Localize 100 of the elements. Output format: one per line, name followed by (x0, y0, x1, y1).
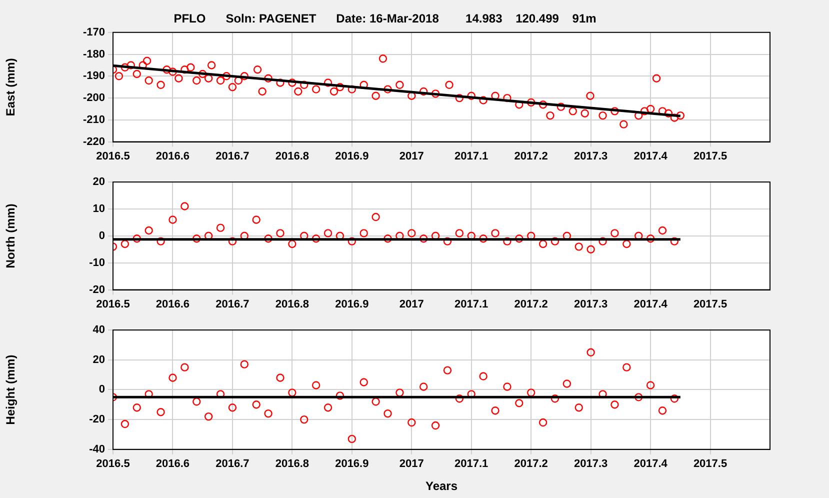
x-tick-label: 2017.5 (693, 298, 728, 310)
point (252, 400, 260, 409)
y-tick-label: 20 (92, 354, 105, 366)
point (288, 388, 296, 397)
y-tick-label: -180 (82, 48, 105, 60)
point (670, 237, 679, 246)
point (156, 237, 165, 246)
x-tick-label: 2016.9 (335, 298, 369, 310)
point (586, 348, 595, 356)
x-tick-label: 2017.3 (574, 150, 608, 162)
point (431, 421, 440, 430)
point (120, 420, 130, 428)
x-axis-title: Years (425, 479, 458, 494)
x-tick-label: 2016.5 (96, 298, 130, 310)
point (491, 229, 500, 238)
x-tick-label: 2016.6 (156, 458, 190, 470)
point (538, 418, 548, 427)
point (670, 394, 679, 403)
x-tick-label: 2017 (399, 298, 424, 310)
point (156, 408, 165, 416)
point (252, 216, 260, 224)
point (180, 202, 189, 210)
y-tick-label: -40 (89, 443, 105, 456)
y-tick-label: 20 (92, 176, 105, 188)
point (168, 216, 177, 224)
point (396, 388, 404, 397)
chart-title: PFLO Soln: PAGENET Date: 16-Mar-2018 14.983 120.499 91m (174, 12, 596, 26)
x-tick-label: 2017.1 (454, 298, 488, 310)
point (455, 394, 464, 403)
point (360, 229, 368, 238)
x-tick-label: 2016.7 (216, 458, 250, 470)
point (216, 224, 225, 232)
point (550, 394, 560, 403)
y-tick-label: -210 (82, 114, 105, 126)
x-tick-label: 2017.4 (634, 298, 668, 310)
point (324, 229, 332, 238)
point (168, 374, 177, 382)
point (408, 229, 416, 238)
x-tick-label: 2017.2 (514, 150, 548, 162)
point (455, 229, 464, 238)
point (526, 388, 536, 397)
point (204, 412, 213, 421)
point (264, 409, 272, 418)
point (538, 240, 548, 248)
y-tick-label: -170 (82, 26, 105, 38)
point (443, 237, 452, 246)
point (586, 245, 595, 254)
x-tick-label: 2016.9 (335, 150, 369, 162)
x-tick-label: 2017.2 (514, 458, 548, 470)
point (610, 400, 619, 409)
point (574, 404, 583, 412)
point (658, 406, 667, 415)
x-tick-label: 2016.6 (156, 150, 190, 162)
y-tick-label: -190 (82, 70, 105, 82)
point (240, 360, 248, 368)
x-tick-label: 2017.1 (454, 458, 488, 470)
x-tick-label: 2016.9 (335, 458, 369, 470)
point (503, 382, 512, 391)
point (503, 237, 512, 246)
point (384, 409, 392, 418)
y-tick-label: 40 (92, 324, 105, 336)
y-tick-label: -200 (82, 92, 105, 104)
point (574, 242, 583, 251)
point (515, 234, 524, 243)
y-tick-label: -20 (89, 414, 105, 426)
x-tick-label: 2016.5 (96, 458, 130, 470)
y-axis-title: Height (mm) (4, 354, 18, 425)
point (348, 237, 356, 246)
point (646, 234, 655, 243)
x-tick-label: 2017.1 (454, 150, 488, 162)
point (336, 392, 344, 400)
point (228, 237, 237, 246)
x-tick-label: 2016.8 (275, 458, 310, 470)
x-tick-label: 2017.4 (634, 150, 668, 162)
point (324, 404, 332, 412)
point (658, 226, 667, 235)
point (288, 240, 296, 248)
point (622, 240, 631, 248)
point (408, 418, 416, 427)
y-tick-label: -10 (89, 256, 105, 269)
x-tick-label: 2017 (399, 150, 424, 162)
point (372, 212, 380, 222)
point (419, 234, 428, 243)
y-tick-label: 0 (98, 384, 105, 396)
x-tick-label: 2016.7 (216, 298, 250, 310)
x-tick-label: 2016.8 (275, 150, 310, 162)
point (228, 404, 237, 412)
x-tick-label: 2017.3 (574, 458, 608, 470)
y-axis-title: East (mm) (4, 58, 18, 116)
point (562, 380, 572, 388)
x-tick-label: 2016.6 (156, 298, 190, 310)
x-tick-label: 2016.7 (216, 150, 250, 162)
y-axis-title: North (mm) (4, 204, 18, 268)
y-tick-label: -220 (82, 136, 105, 148)
point (312, 234, 320, 243)
point (192, 234, 201, 243)
point (276, 374, 284, 382)
x-tick-label: 2017.2 (514, 298, 548, 310)
x-tick-label: 2017.5 (693, 150, 728, 162)
point (610, 229, 619, 238)
